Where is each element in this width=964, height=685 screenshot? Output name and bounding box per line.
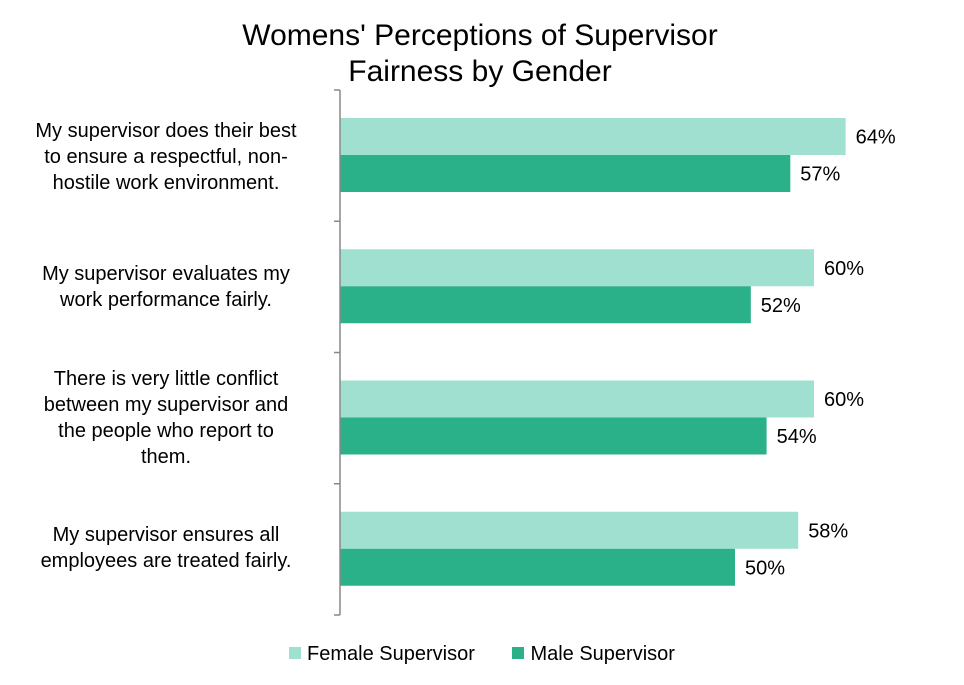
bar-female-2	[340, 249, 814, 287]
data-label-male-3: 54%	[777, 426, 817, 448]
legend-item-female: Female Supervisor	[289, 640, 475, 668]
legend-swatch-male	[512, 647, 525, 659]
data-label-male-4: 50%	[745, 557, 785, 579]
category-label-line: My supervisor ensures all	[52, 524, 280, 546]
category-label-line: hostile work environment.	[52, 172, 280, 194]
category-label-line: There is very little conflict	[53, 368, 279, 390]
category-label-3: There is very little conflict between my…	[10, 366, 322, 470]
category-label-line: My supervisor does their best	[35, 120, 297, 142]
data-label-female-3: 60%	[824, 389, 864, 411]
category-label-1: My supervisor does their best to ensure …	[10, 118, 322, 196]
chart-title-line-2: Fairness by Gender	[348, 55, 612, 88]
data-label-female-1: 64%	[856, 127, 896, 149]
legend-item-male: Male Supervisor	[512, 640, 675, 668]
bar-female-1	[340, 118, 846, 155]
category-label-line: between my supervisor and	[43, 394, 289, 416]
bar-male-1	[340, 155, 791, 192]
legend-label-male: Male Supervisor	[530, 643, 675, 665]
category-label-line: employees are treated fairly.	[40, 550, 292, 572]
bar-female-4	[340, 511, 799, 549]
chart-title: Womens' Perceptions of Supervisor Fairne…	[130, 18, 830, 90]
category-label-line: them.	[140, 446, 192, 468]
category-label-2: My supervisor evaluates my work performa…	[10, 261, 322, 313]
data-label-female-2: 60%	[824, 258, 864, 280]
category-label-4: My supervisor ensures all employees are …	[10, 522, 322, 574]
category-label-line: My supervisor evaluates my	[42, 263, 290, 285]
bar-female-3	[340, 380, 814, 418]
bar-male-4	[340, 548, 735, 586]
bar-male-3	[340, 417, 767, 455]
category-label-line: to ensure a respectful, non-	[44, 146, 288, 168]
data-label-male-2: 52%	[761, 295, 801, 317]
category-label-line: work performance fairly.	[60, 289, 272, 311]
data-label-male-1: 57%	[800, 164, 840, 186]
category-label-line: the people who report to	[58, 420, 274, 442]
legend-label-female: Female Supervisor	[307, 643, 475, 665]
chart-title-line-1: Womens' Perceptions of Supervisor	[242, 19, 718, 52]
data-label-female-4: 58%	[808, 520, 848, 542]
legend: Female Supervisor Male Supervisor	[0, 640, 964, 668]
legend-swatch-female	[289, 647, 302, 659]
bar-male-2	[340, 286, 751, 324]
